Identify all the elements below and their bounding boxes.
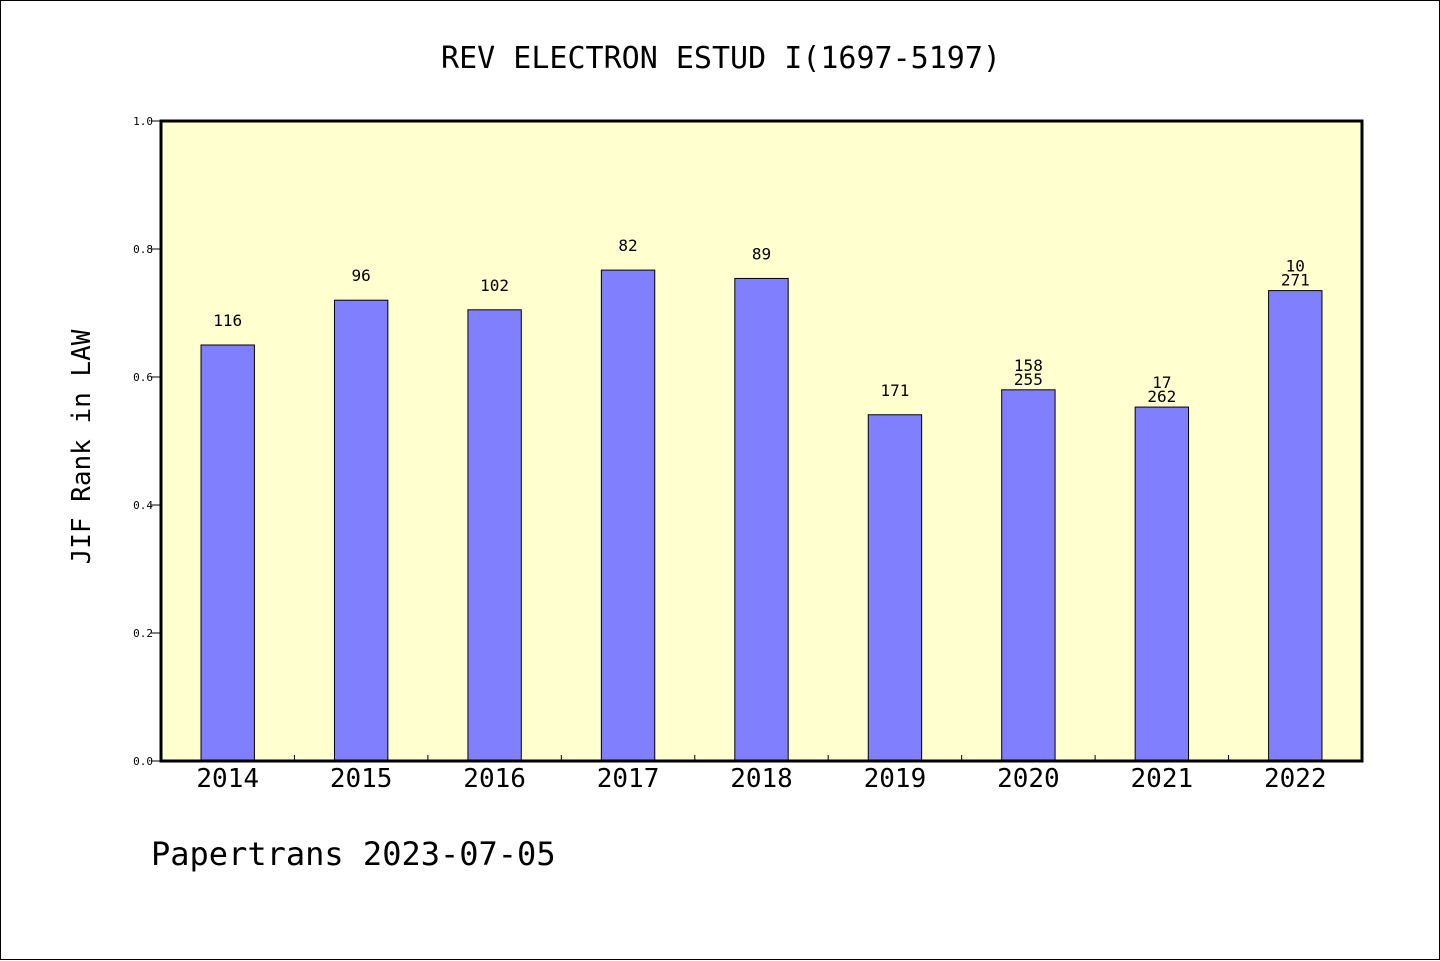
bar-label: 102 bbox=[480, 276, 509, 295]
bar-2017 bbox=[600, 269, 656, 762]
y-tick-label: 0.6 bbox=[133, 371, 153, 384]
footer-text: Papertrans 2023-07-05 bbox=[151, 835, 556, 873]
bar-label: 171 bbox=[880, 381, 909, 400]
chart-title: REV ELECTRON ESTUD I(1697-5197) bbox=[441, 41, 1001, 76]
x-tick-label: 2018 bbox=[730, 764, 793, 794]
plot-border bbox=[159, 119, 1364, 763]
bar-label: 262 bbox=[1147, 387, 1176, 406]
x-tick-label: 2016 bbox=[463, 764, 526, 794]
bar-label: 271 bbox=[1281, 271, 1310, 290]
y-tick-label: 0.0 bbox=[133, 755, 153, 768]
bar-2014 bbox=[200, 344, 255, 762]
bar-2021 bbox=[1134, 406, 1190, 762]
bar-2020 bbox=[1001, 389, 1056, 762]
y-tick-label: 0.2 bbox=[133, 627, 153, 640]
bar-2016 bbox=[467, 309, 522, 762]
bar-label: 10 bbox=[1286, 257, 1305, 276]
y-axis-label: JIF Rank in LAW bbox=[67, 329, 97, 564]
bar-2018 bbox=[734, 277, 789, 762]
y-tick-label: 0.4 bbox=[133, 499, 153, 512]
y-axis: 0.0 0.2 0.4 0.6 0.8 1.0 bbox=[133, 115, 161, 768]
x-tick-label: 2017 bbox=[597, 764, 660, 794]
bar-label: 158 bbox=[1014, 356, 1043, 375]
bar-2015 bbox=[333, 299, 389, 762]
bar-label: 89 bbox=[752, 244, 771, 263]
x-tick-label: 2019 bbox=[864, 764, 927, 794]
bar-label: 116 bbox=[213, 311, 242, 330]
x-tick-label: 2022 bbox=[1264, 764, 1327, 794]
x-tick-label: 2014 bbox=[196, 764, 259, 794]
bar-2019 bbox=[867, 414, 923, 762]
bars bbox=[200, 269, 1323, 762]
x-axis: 2014 2015 2016 2017 2018 2019 2020 2021 2022 bbox=[196, 755, 1327, 794]
bar-label: 17 bbox=[1152, 373, 1171, 392]
x-tick-label: 2021 bbox=[1131, 764, 1194, 794]
bar-label: 255 bbox=[1014, 370, 1043, 389]
x-tick-label: 2015 bbox=[330, 764, 393, 794]
y-tick-label: 1.0 bbox=[133, 115, 153, 128]
bar-label: 96 bbox=[352, 266, 371, 285]
bar-2022 bbox=[1268, 290, 1323, 762]
y-tick-label: 0.8 bbox=[133, 243, 153, 256]
bar-label: 82 bbox=[618, 236, 637, 255]
x-tick-label: 2020 bbox=[997, 764, 1060, 794]
